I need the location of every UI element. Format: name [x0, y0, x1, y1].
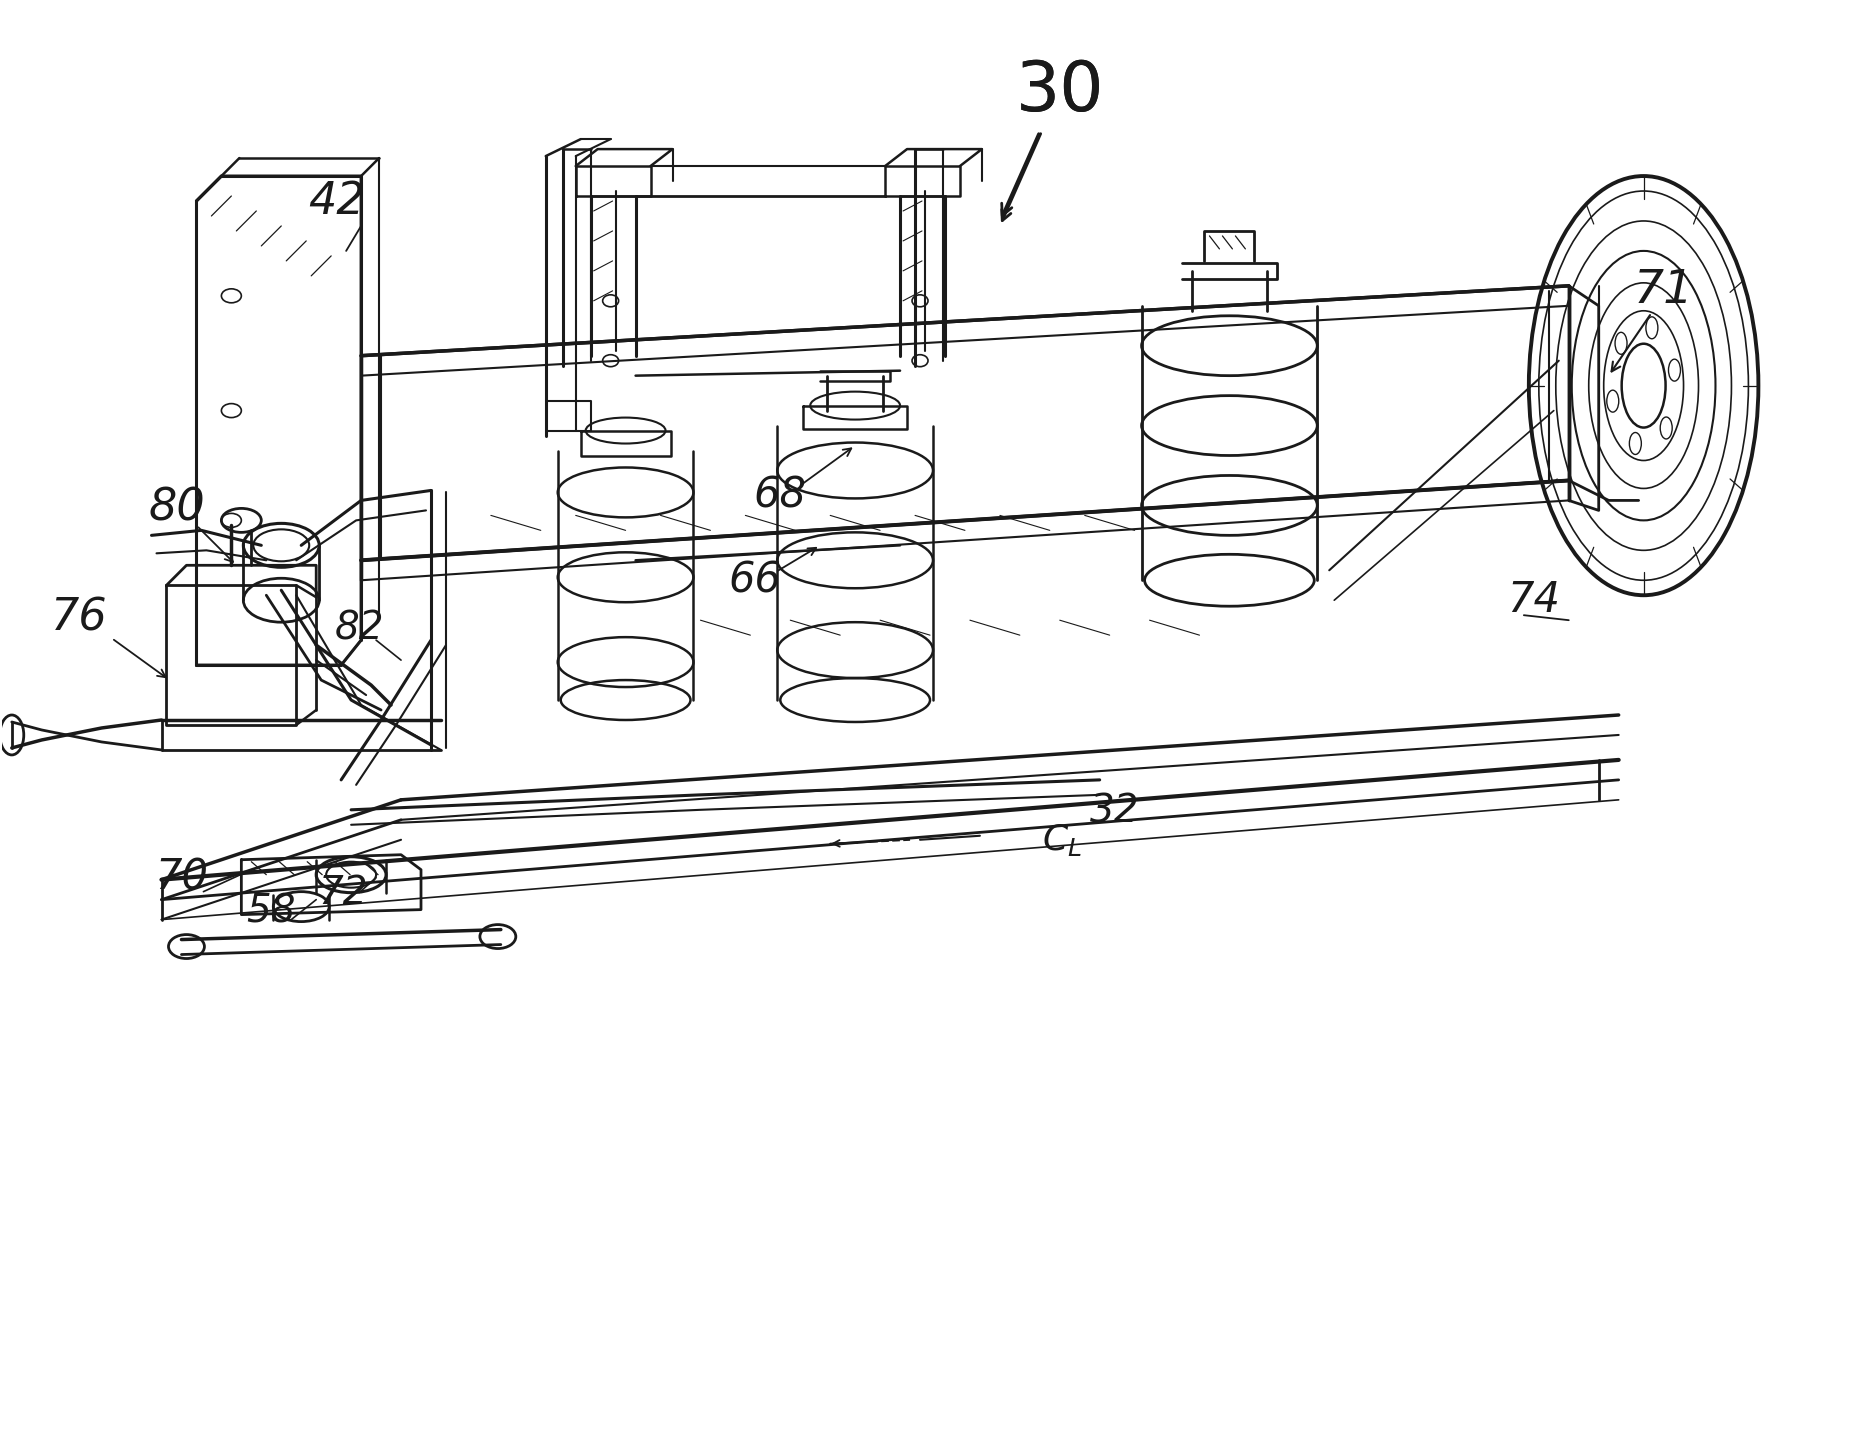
Text: 76: 76: [51, 597, 109, 640]
Text: 72: 72: [318, 874, 369, 912]
Text: 80: 80: [148, 487, 204, 529]
Text: 70: 70: [155, 857, 208, 899]
Text: 68: 68: [754, 475, 806, 517]
Text: 32: 32: [1091, 793, 1139, 831]
Text: 71: 71: [1633, 269, 1693, 313]
Text: 42: 42: [309, 179, 365, 222]
Text: 74: 74: [1508, 580, 1560, 621]
Text: 30: 30: [1016, 57, 1104, 124]
Text: 82: 82: [335, 610, 384, 647]
Text: 30: 30: [1016, 57, 1104, 124]
Text: $C_L$: $C_L$: [1042, 821, 1081, 857]
Text: 66: 66: [730, 560, 782, 601]
Text: 58: 58: [247, 893, 296, 930]
